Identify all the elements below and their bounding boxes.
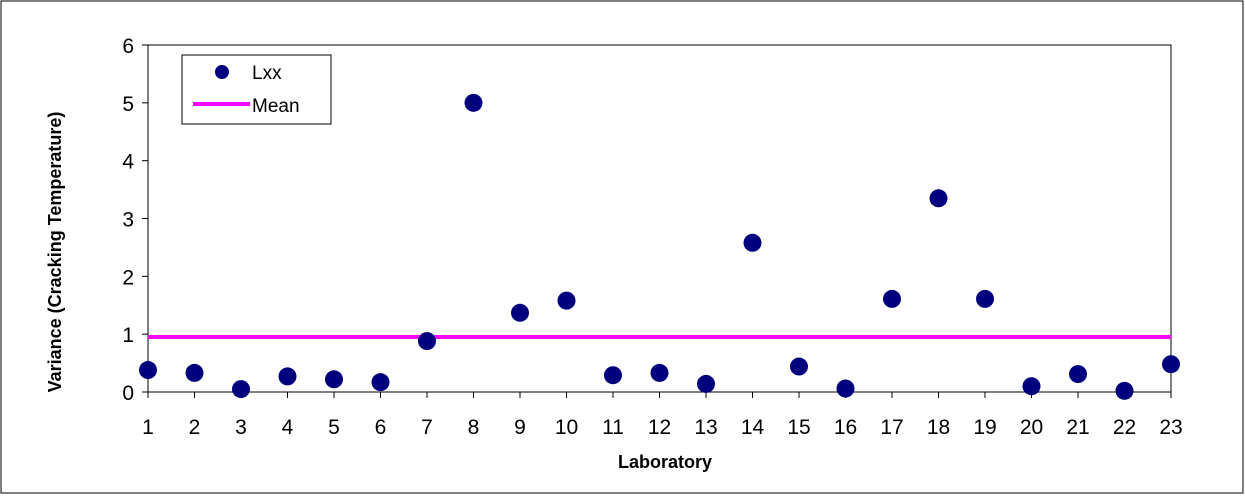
x-tick-label: 20 xyxy=(1020,416,1043,439)
x-tick-label: 9 xyxy=(514,416,526,439)
data-point xyxy=(1162,355,1180,374)
x-tick-label: 15 xyxy=(787,416,810,439)
data-point xyxy=(1069,365,1087,384)
x-tick-label: 13 xyxy=(694,416,717,439)
data-point xyxy=(557,291,576,310)
x-tick-label: 5 xyxy=(328,416,340,439)
data-point xyxy=(697,374,715,393)
legend: Lxx Mean xyxy=(181,54,332,125)
data-point xyxy=(836,379,855,398)
x-tick-label: 7 xyxy=(421,416,433,439)
y-tick-label: 6 xyxy=(122,35,134,58)
y-axis-title: Variance (Cracking Temperature) xyxy=(45,112,65,393)
legend-marker-lxx xyxy=(215,65,229,79)
data-point xyxy=(790,357,808,376)
x-tick-label: 11 xyxy=(602,416,624,439)
y-tick-label: 2 xyxy=(122,266,134,289)
data-point xyxy=(418,332,436,351)
x-tick-label: 4 xyxy=(282,416,294,439)
data-point xyxy=(650,363,669,382)
data-point xyxy=(325,370,343,389)
x-tick-label: 12 xyxy=(648,416,671,439)
legend-label-mean: Mean xyxy=(252,96,300,117)
x-tick-label: 10 xyxy=(555,416,578,439)
x-tick-label: 23 xyxy=(1159,416,1182,439)
y-tick-label: 3 xyxy=(122,209,134,232)
x-axis-title: Laboratory xyxy=(618,452,712,472)
data-point xyxy=(232,380,250,399)
y-tick-label: 5 xyxy=(122,93,134,116)
x-tick-label: 22 xyxy=(1113,416,1136,439)
x-tick-label: 1 xyxy=(142,416,154,439)
x-tick-label: 18 xyxy=(927,416,950,439)
data-point xyxy=(1115,381,1134,400)
data-point xyxy=(464,93,483,112)
legend-label-lxx: Lxx xyxy=(252,63,282,84)
data-point xyxy=(743,233,762,252)
data-point xyxy=(278,367,297,386)
data-point xyxy=(976,289,994,308)
data-point xyxy=(511,303,529,322)
data-point xyxy=(185,363,204,382)
x-tick-label: 21 xyxy=(1066,416,1089,439)
x-tick-label: 19 xyxy=(973,416,996,439)
x-tick-label: 8 xyxy=(468,416,480,439)
points-layer xyxy=(139,93,1180,400)
x-tick-label: 3 xyxy=(235,416,247,439)
y-tick-label: 4 xyxy=(122,151,134,174)
legend-box xyxy=(181,54,332,125)
data-point xyxy=(883,289,901,308)
x-tick-label: 16 xyxy=(834,416,857,439)
data-point xyxy=(929,189,948,208)
x-tick-label: 14 xyxy=(741,416,765,439)
x-tick-label: 6 xyxy=(375,416,387,439)
data-point xyxy=(139,361,157,380)
data-point xyxy=(604,366,622,385)
y-tick-label: 0 xyxy=(122,382,134,405)
x-tick-label: 2 xyxy=(189,416,201,439)
data-point xyxy=(371,373,390,392)
y-tick-label: 1 xyxy=(122,324,134,347)
data-point xyxy=(1022,377,1041,396)
x-tick-label: 17 xyxy=(880,416,903,439)
